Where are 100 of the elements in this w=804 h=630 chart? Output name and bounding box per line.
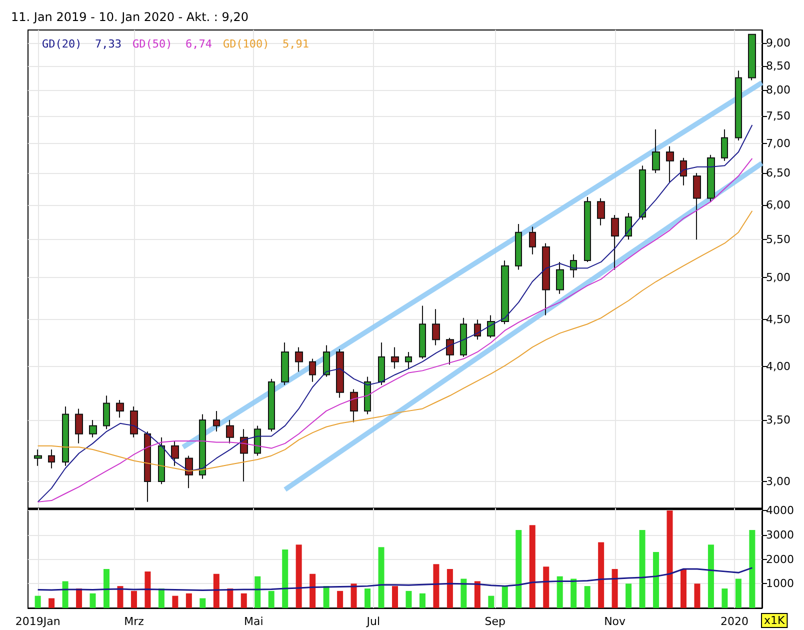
bar [310, 574, 316, 608]
candlestick [652, 128, 660, 174]
bar [378, 547, 384, 608]
candlestick [254, 425, 261, 456]
y-tick-label: 7,50 [766, 109, 790, 122]
bar [419, 593, 426, 608]
y-tick-label: 9,00 [766, 36, 790, 50]
bar [722, 588, 728, 608]
text: GD(100) 5,91 [222, 38, 310, 50]
candlestick [62, 406, 69, 466]
candlestick [185, 455, 193, 489]
bar [502, 586, 508, 608]
y-tick-label: 8,50 [766, 59, 790, 72]
candlestick [611, 214, 619, 270]
bar [144, 571, 151, 608]
candlestick [625, 212, 632, 240]
x-tick-label: 2019Jan [15, 615, 60, 628]
candlestick [556, 261, 564, 294]
bar [460, 578, 467, 608]
y-tick-label: 3000 [766, 528, 794, 542]
candlestick [748, 34, 756, 81]
y-tick-label: 5,00 [766, 271, 790, 284]
candlestick [378, 342, 385, 386]
candlestick [336, 348, 344, 398]
y-tick-label: 3,00 [766, 474, 790, 488]
candlestick [721, 128, 728, 162]
bar [323, 586, 330, 608]
y-tick-label: 7,00 [766, 136, 790, 150]
candlestick [597, 198, 605, 226]
candlestick [529, 226, 536, 255]
candlestick [323, 344, 330, 378]
y-tick-label: 6,00 [766, 198, 790, 212]
candlestick [281, 342, 289, 386]
bar [708, 544, 714, 608]
candlestick [144, 431, 151, 502]
y-tick-label: 4,00 [766, 360, 790, 374]
bar [446, 569, 453, 608]
candlestick [446, 337, 454, 366]
bar [337, 590, 344, 608]
bar [653, 552, 660, 608]
candlestick [130, 406, 138, 438]
candlestick [268, 378, 275, 432]
candlestick [158, 436, 165, 485]
candlestick [89, 419, 97, 438]
bar [556, 576, 563, 608]
candlestick [391, 346, 399, 370]
bar [488, 596, 494, 608]
bar [172, 596, 178, 608]
bar [200, 598, 206, 608]
candlestick [309, 358, 316, 382]
candlestick [295, 346, 303, 372]
candlestick [735, 70, 742, 142]
bar [680, 569, 686, 608]
y-tick-label: 2000 [766, 552, 794, 566]
y-tick-label: 4,50 [766, 313, 790, 326]
line-series [37, 210, 753, 472]
text: GD(20) 7,33 [42, 38, 122, 50]
y-tick-label: 5,50 [766, 233, 790, 246]
bar [474, 581, 480, 608]
candlestick [542, 242, 550, 316]
bar [213, 574, 220, 608]
candlestick [116, 399, 124, 418]
bar [694, 584, 700, 608]
bar [516, 530, 522, 608]
bar [34, 596, 41, 608]
candlestick [405, 351, 412, 370]
x-tick-label: Mrz [124, 615, 144, 628]
y-tick-label: 3,50 [766, 413, 790, 426]
bar [406, 590, 412, 608]
bar [90, 593, 96, 608]
candlestick [199, 414, 206, 480]
bar [186, 593, 192, 608]
candlestick [75, 408, 83, 444]
bar [392, 586, 398, 608]
bar [158, 588, 164, 608]
bar [240, 593, 247, 608]
candlestick [487, 314, 495, 338]
bar [130, 590, 137, 608]
bar [529, 525, 536, 608]
bar [364, 588, 371, 608]
bar [543, 566, 550, 608]
candlestick [240, 428, 248, 482]
candlestick [570, 254, 577, 278]
candlestick [34, 449, 42, 466]
candlestick [364, 376, 371, 415]
x-tick-label: Nov [604, 615, 626, 628]
y-tick-label: 8,00 [766, 84, 790, 97]
bar [433, 564, 440, 608]
bar [350, 584, 357, 608]
bar [62, 581, 68, 608]
bar [104, 569, 110, 608]
candlestick [515, 223, 522, 270]
bar [570, 578, 577, 608]
candlestick [432, 308, 440, 346]
candlestick [474, 319, 481, 340]
chart-title: 11. Jan 2019 - 10. Jan 2020 - Akt. : 9,20 [11, 10, 248, 24]
bar [117, 586, 124, 608]
candlestick [103, 395, 110, 430]
bar [76, 588, 82, 608]
bar [749, 530, 756, 608]
